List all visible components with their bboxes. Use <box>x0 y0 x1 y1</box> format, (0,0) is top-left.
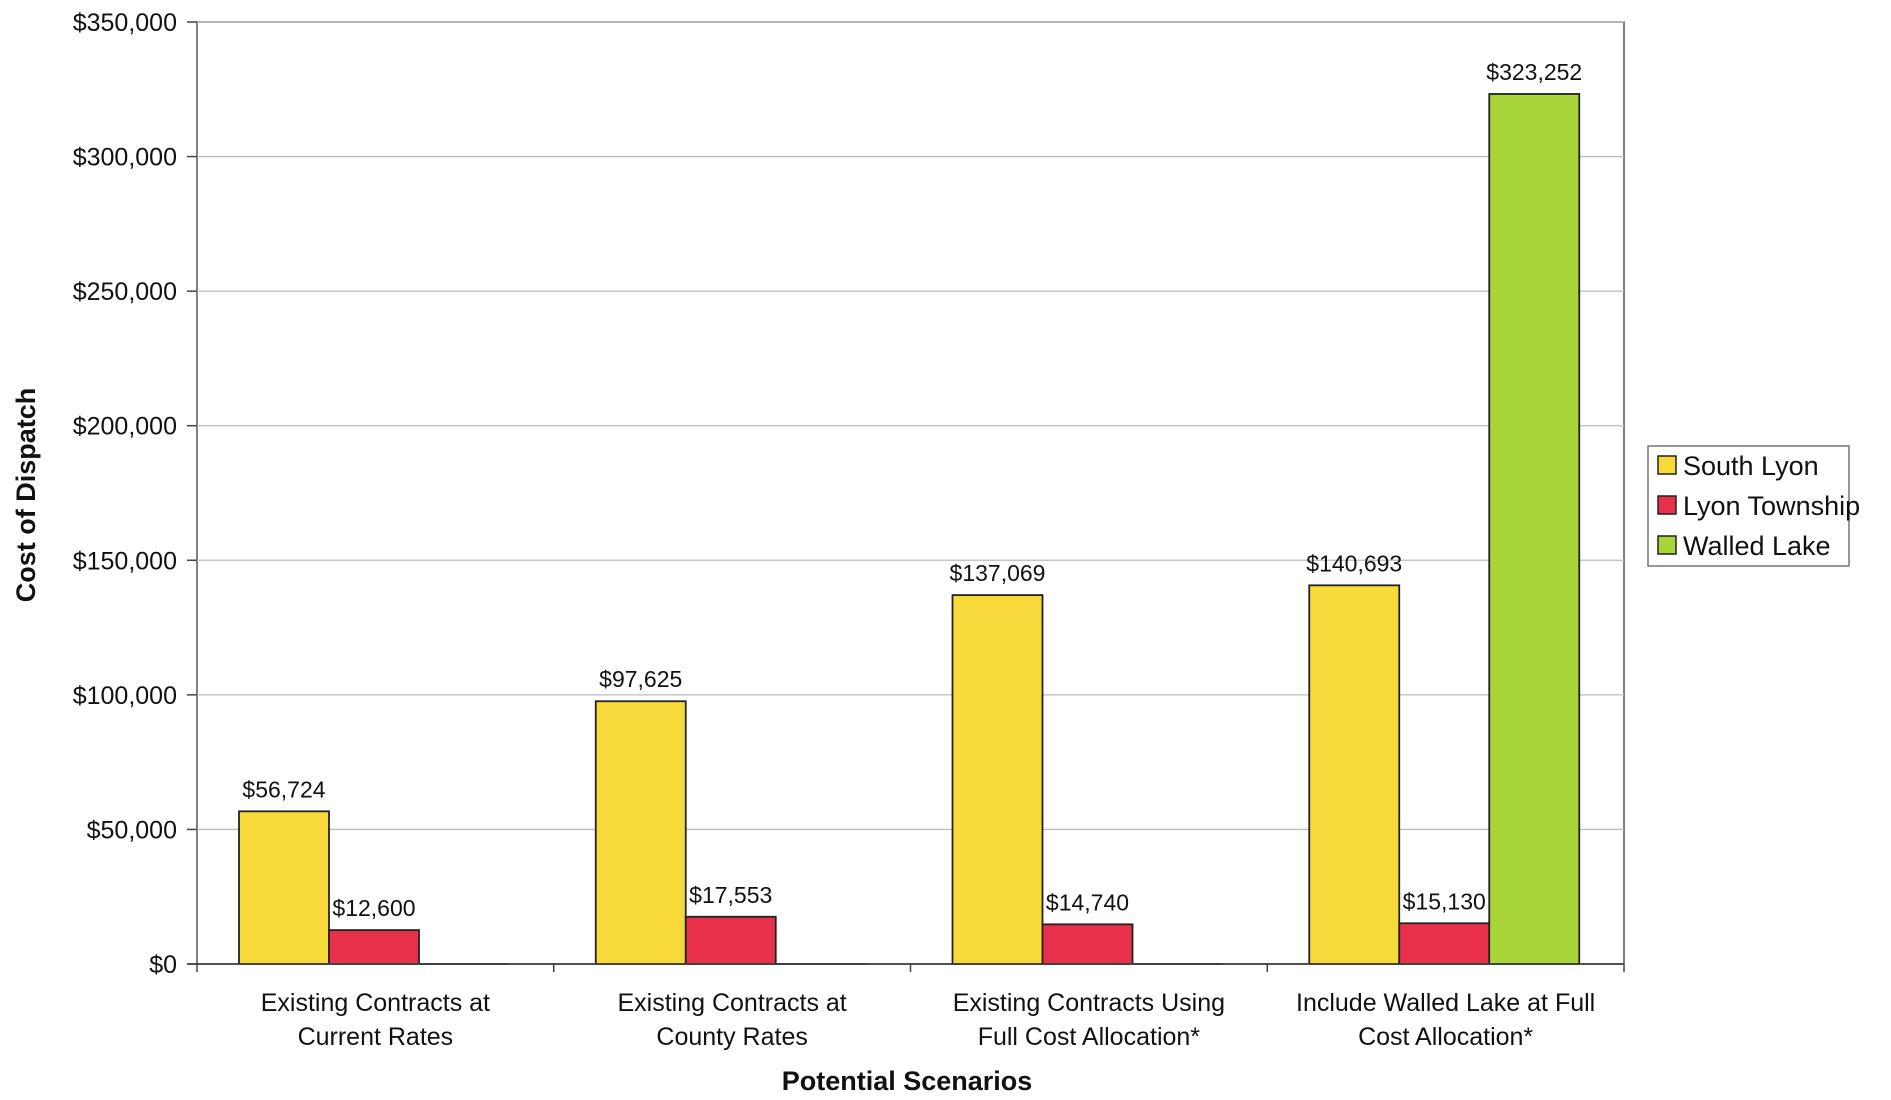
x-category-label: Cost Allocation* <box>1358 1023 1533 1051</box>
y-axis-title: Cost of Dispatch <box>11 388 41 603</box>
y-tick-label: $100,000 <box>73 682 177 710</box>
data-label: $15,130 <box>1403 888 1486 914</box>
plot-area-border <box>196 21 1625 965</box>
x-category-label: Full Cost Allocation* <box>978 1023 1201 1051</box>
legend-swatch-south-lyon <box>1657 455 1677 475</box>
bar-lyon-township <box>1398 922 1491 965</box>
x-category-label: County Rates <box>656 1023 807 1051</box>
legend-swatch-walled-lake <box>1657 535 1677 555</box>
legend-label: Walled Lake <box>1683 531 1831 561</box>
data-label: $97,625 <box>599 666 682 692</box>
x-category-label: Existing Contracts at <box>617 989 846 1017</box>
x-category-label: Existing Contracts Using <box>953 989 1225 1017</box>
y-tick-label: $0 <box>149 951 177 979</box>
data-label: $137,069 <box>950 560 1046 586</box>
data-label: $323,252 <box>1486 59 1582 85</box>
bar-south-lyon <box>951 594 1044 965</box>
bar-south-lyon <box>594 700 687 965</box>
bar-lyon-township <box>684 915 777 965</box>
chart-legend: South Lyon Lyon Township Walled Lake <box>1647 445 1860 567</box>
data-label: $14,740 <box>1046 889 1129 915</box>
x-axis-title: Potential Scenarios <box>782 1066 1033 1096</box>
y-tick-label: $200,000 <box>73 413 177 441</box>
legend-label: South Lyon <box>1683 451 1819 481</box>
bar-lyon-township <box>1041 923 1134 965</box>
bar-walled-lake <box>1488 93 1581 965</box>
x-category-label: Include Walled Lake at Full <box>1296 989 1595 1017</box>
data-label: $140,693 <box>1306 550 1402 576</box>
legend-label: Lyon Township <box>1683 491 1860 521</box>
legend-box <box>1647 445 1850 567</box>
y-tick-label: $350,000 <box>73 9 177 37</box>
data-label: $56,724 <box>242 776 325 802</box>
x-category-label: Existing Contracts at <box>261 989 490 1017</box>
bar-south-lyon <box>238 810 330 965</box>
legend-swatch-lyon-township <box>1657 495 1677 515</box>
bar-lyon-township <box>328 929 420 965</box>
y-tick-label: $250,000 <box>73 278 177 306</box>
y-tick-label: $150,000 <box>73 547 177 575</box>
data-label: $12,600 <box>332 895 415 921</box>
bar-south-lyon <box>1308 584 1401 965</box>
x-category-label: Current Rates <box>298 1023 454 1051</box>
y-tick-label: $300,000 <box>73 144 177 172</box>
data-label: $17,553 <box>689 882 772 908</box>
y-tick-label: $50,000 <box>87 816 177 844</box>
